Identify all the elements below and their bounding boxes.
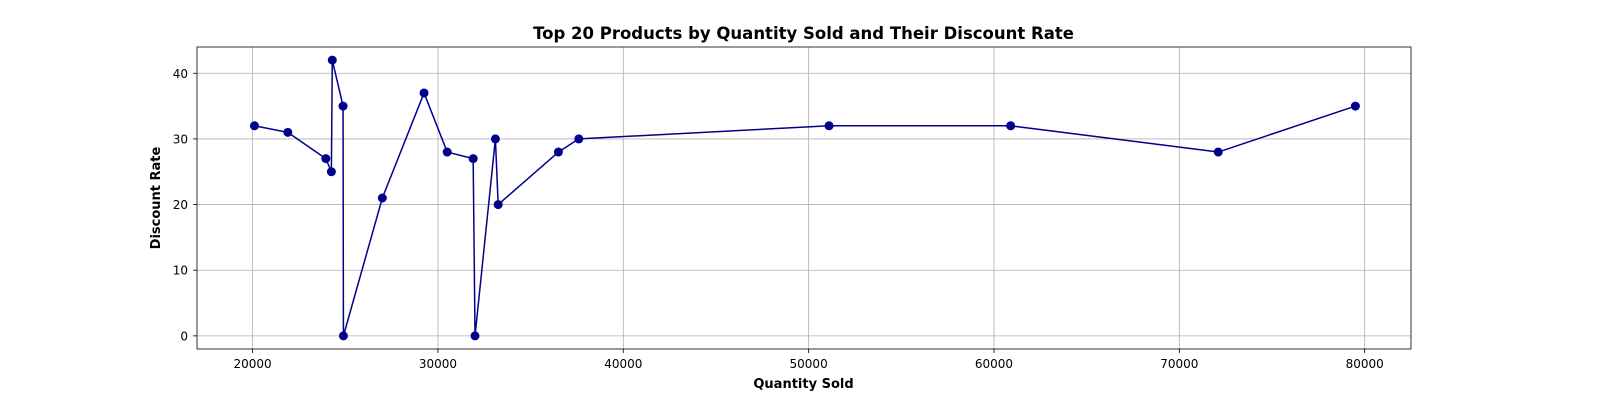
data-point — [338, 331, 348, 341]
data-point — [442, 147, 452, 157]
data-point — [1006, 121, 1016, 131]
chart-title: Top 20 Products by Quantity Sold and The… — [533, 24, 1074, 43]
series-markers — [249, 55, 1360, 341]
data-point — [321, 154, 331, 164]
data-point — [490, 134, 500, 144]
plot-area — [197, 47, 1411, 349]
y-axis-label: Discount Rate — [149, 146, 164, 249]
data-point — [468, 154, 478, 164]
data-point — [283, 127, 293, 137]
y-tick-label: 40 — [173, 67, 188, 81]
y-tick-label: 10 — [173, 264, 188, 278]
data-point — [419, 88, 429, 98]
x-tick-label: 50000 — [790, 357, 828, 371]
data-point — [1350, 101, 1360, 111]
x-axis-label: Quantity Sold — [753, 377, 853, 392]
data-point — [553, 147, 563, 157]
x-tick-label: 20000 — [234, 357, 272, 371]
data-point — [327, 55, 337, 65]
plot-frame — [196, 46, 1412, 350]
y-tick-label: 20 — [173, 198, 188, 212]
series-line — [254, 59, 1356, 337]
y-tick-label: 0 — [180, 329, 188, 343]
axis-ticks: 20000 30000 40000 50000 60000 70000 80000 0 10 20… — [173, 67, 1384, 371]
grid-lines — [197, 47, 1411, 349]
x-tick-label: 70000 — [1160, 357, 1198, 371]
data-point — [338, 101, 348, 111]
x-tick-label: 30000 — [419, 357, 457, 371]
x-tick-label: 60000 — [975, 357, 1013, 371]
data-point — [824, 121, 834, 131]
x-tick-label: 80000 — [1346, 357, 1384, 371]
data-point — [326, 167, 336, 177]
y-tick-label: 30 — [173, 132, 188, 146]
data-point — [470, 331, 480, 341]
data-point — [1213, 147, 1223, 157]
data-point — [249, 121, 259, 131]
data-point — [574, 134, 584, 144]
x-tick-label: 40000 — [604, 357, 642, 371]
data-point — [377, 193, 387, 203]
data-point — [493, 200, 503, 210]
